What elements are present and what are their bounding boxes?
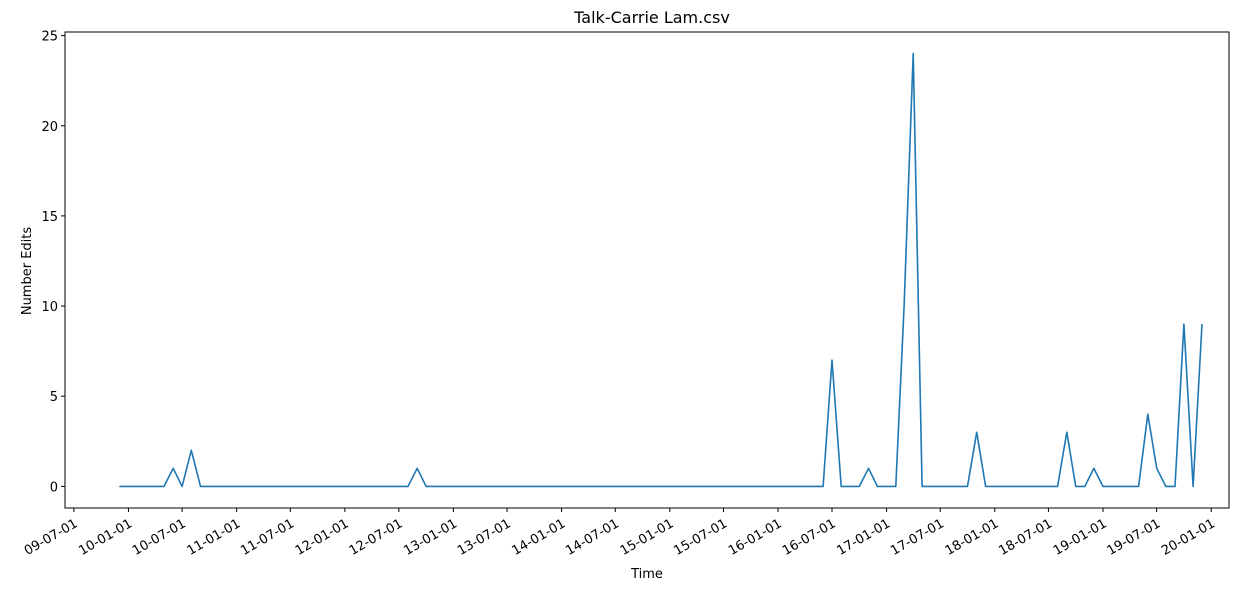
x-tick-label: 13-01-01 — [401, 516, 460, 558]
y-tick-label: 5 — [50, 390, 58, 405]
y-tick-label: 20 — [41, 120, 58, 135]
chart-title: Talk-Carrie Lam.csv — [573, 8, 730, 27]
y-tick-label: 0 — [50, 480, 58, 495]
x-tick-label: 19-01-01 — [1051, 516, 1110, 558]
y-tick-label: 15 — [41, 210, 58, 225]
x-tick-label: 14-01-01 — [510, 516, 569, 558]
x-tick-label: 10-07-01 — [130, 516, 189, 558]
x-tick-label: 12-07-01 — [347, 516, 406, 558]
y-tick-label: 10 — [41, 300, 58, 315]
x-tick-label: 18-01-01 — [943, 516, 1002, 558]
x-tick-label: 15-07-01 — [671, 516, 730, 558]
x-tick-label: 16-01-01 — [726, 516, 785, 558]
x-tick-label: 12-01-01 — [293, 516, 352, 558]
plot-frame — [64, 31, 1230, 509]
x-tick-label: 17-07-01 — [888, 516, 947, 558]
x-tick-label: 17-01-01 — [835, 516, 894, 558]
x-tick-label: 16-07-01 — [780, 516, 839, 558]
series-line — [119, 52, 1203, 488]
x-tick-label: 14-07-01 — [563, 516, 622, 558]
x-tick-label: 19-07-01 — [1105, 516, 1164, 558]
x-tick-label: 10-01-01 — [76, 516, 135, 558]
x-axis-label: Time — [630, 567, 663, 582]
y-axis-label: Number Edits — [20, 227, 35, 316]
x-tick-label: 20-01-01 — [1159, 516, 1218, 558]
x-tick-label: 18-07-01 — [996, 516, 1055, 558]
plot-area: 0 5 10 15 20 25 09-07-0110-01-0110-07-0111-01-… — [22, 30, 1218, 559]
x-tick-label: 09-07-01 — [22, 516, 81, 558]
x-tick-label: 15-01-01 — [618, 516, 677, 558]
x-tick-label: 11-01-01 — [185, 516, 244, 558]
x-tick-label: 11-07-01 — [238, 516, 297, 558]
x-tick-label: 13-07-01 — [455, 516, 514, 558]
y-tick-label: 25 — [41, 30, 58, 45]
